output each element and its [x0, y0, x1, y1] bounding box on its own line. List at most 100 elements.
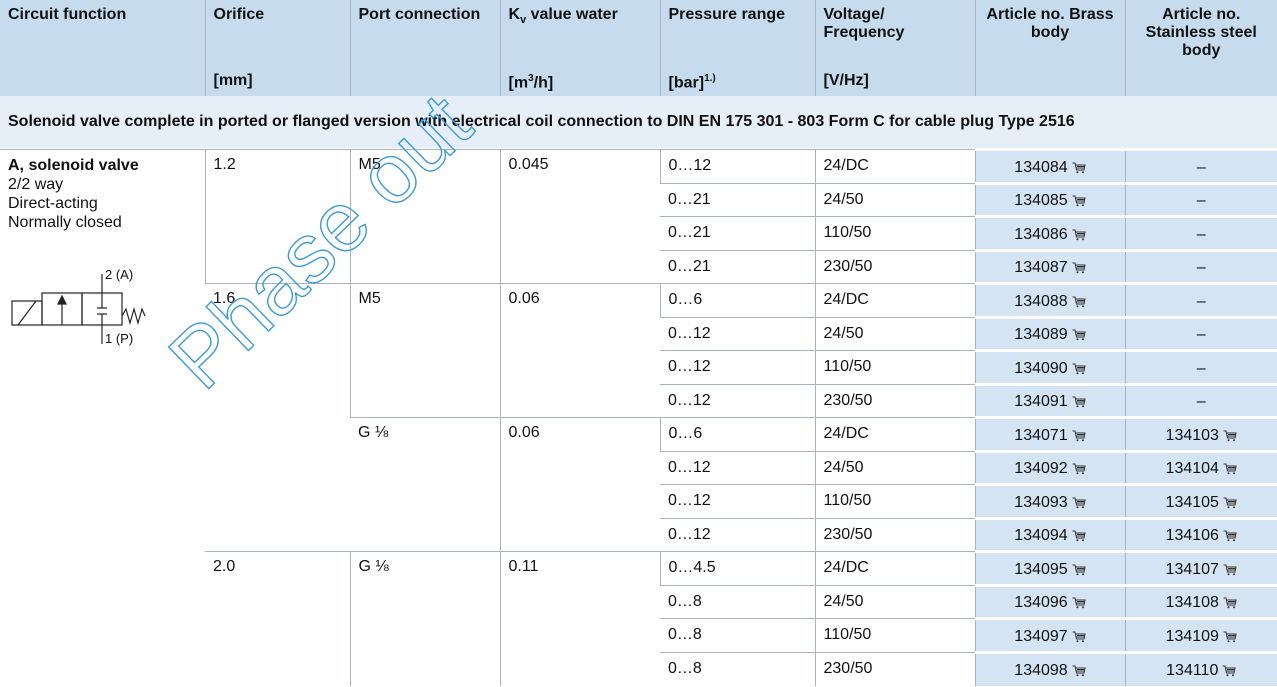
row: A, solenoid valve 2/2 way Direct-acting Nor… — [0, 148, 1277, 686]
article-no: 134090 — [1014, 359, 1068, 377]
port: M5 — [349, 149, 500, 284]
header-port: Port connection — [349, 0, 500, 66]
row: 0…21 110/50 134086 – — [0, 215, 1277, 250]
article-no: – — [1196, 259, 1206, 277]
article-stainless: 134106 — [1124, 516, 1277, 552]
pressure: 0…6 — [659, 417, 815, 451]
cart-icon[interactable] — [1223, 631, 1237, 643]
cart-icon[interactable] — [1072, 195, 1086, 207]
article-no: 134106 — [1165, 527, 1219, 545]
unit-kv-rest: /h] — [533, 74, 554, 92]
pressure: 0…8 — [660, 651, 815, 686]
cart-icon[interactable] — [1072, 229, 1086, 241]
article-stainless: 134108 — [1124, 583, 1277, 619]
cart-icon[interactable] — [1222, 665, 1236, 677]
pressure: 0…12 — [660, 383, 815, 418]
voltage: 24/50 — [814, 584, 975, 619]
article-brass: 134088 — [974, 282, 1125, 317]
row: 0…8 110/50 134097 134109 — [0, 617, 1277, 652]
cart-icon[interactable] — [1072, 463, 1086, 475]
cart-icon[interactable] — [1072, 530, 1086, 542]
cart-icon[interactable] — [1072, 430, 1086, 442]
cart-icon[interactable] — [1223, 597, 1237, 609]
cart-icon[interactable] — [1072, 665, 1086, 677]
voltage: 24/50 — [814, 450, 975, 485]
article-no: – — [1196, 359, 1206, 377]
article-no: – — [1196, 292, 1206, 310]
article-no: 134105 — [1165, 493, 1219, 511]
voltage: 24/DC — [814, 551, 975, 585]
port: G ⅛ — [349, 551, 500, 686]
voltage: 110/50 — [814, 618, 975, 652]
article-no: 134108 — [1165, 594, 1219, 612]
unit-p-sup: 1.) — [704, 72, 716, 84]
article-stainless: – — [1124, 349, 1277, 384]
pressure: 0…12 — [660, 517, 815, 552]
article-no: 134087 — [1014, 259, 1068, 277]
row: 0…12 24/50 134092 134104 — [0, 449, 1277, 485]
article-brass: 134090 — [974, 349, 1125, 384]
article-no: 134092 — [1014, 460, 1068, 478]
cart-icon[interactable] — [1072, 363, 1086, 375]
cart-icon[interactable] — [1223, 497, 1237, 509]
article-no: – — [1196, 225, 1206, 243]
cart-icon[interactable] — [1223, 463, 1237, 475]
article-no: 134110 — [1166, 662, 1219, 679]
article-brass: 134097 — [974, 617, 1125, 652]
pressure: 0…21 — [660, 249, 815, 284]
table-body: Solenoid valve complete in ported or fla… — [0, 96, 1277, 686]
article-stainless: 134103 — [1124, 416, 1277, 451]
article-no: 134086 — [1014, 225, 1068, 243]
voltage: 230/50 — [814, 517, 975, 552]
article-stainless: – — [1124, 148, 1277, 183]
article-stainless: – — [1124, 315, 1277, 351]
article-stainless: – — [1124, 181, 1277, 217]
header-stainless: Article no. Stainless steel body — [1124, 0, 1277, 96]
row: 0…12 230/50 134091 – — [0, 382, 1277, 418]
cart-icon[interactable] — [1223, 564, 1237, 576]
header-circuit: Circuit function — [0, 0, 205, 66]
cart-icon[interactable] — [1072, 296, 1086, 308]
circuit-line: Normally closed — [8, 214, 122, 231]
cart-icon[interactable] — [1072, 597, 1086, 609]
kv-value: 0.11 — [499, 551, 660, 686]
cart-icon[interactable] — [1072, 631, 1086, 643]
header-kv: Kv value water — [499, 0, 660, 66]
unit-kv-main: [m — [508, 74, 529, 92]
article-brass: 134093 — [974, 483, 1125, 518]
cart-icon[interactable] — [1072, 329, 1086, 341]
port-p-label: 1 (P) — [105, 331, 134, 346]
article-brass: 134084 — [974, 148, 1125, 183]
cart-icon[interactable] — [1072, 497, 1086, 509]
article-stainless: 134110 — [1124, 650, 1277, 686]
article-brass: 134086 — [974, 215, 1125, 250]
voltage: 24/50 — [814, 316, 975, 351]
port-a-label: 2 (A) — [105, 267, 134, 282]
pressure: 0…12 — [659, 149, 815, 183]
article-stainless: – — [1124, 282, 1277, 317]
voltage: 110/50 — [814, 216, 975, 250]
pressure: 0…21 — [660, 216, 815, 250]
kv-rest: value water — [526, 6, 618, 23]
cart-icon[interactable] — [1223, 430, 1237, 442]
cart-icon[interactable] — [1072, 162, 1086, 174]
cart-icon[interactable] — [1072, 262, 1086, 274]
article-brass: 134091 — [974, 382, 1125, 418]
kv-value: 0.06 — [499, 417, 660, 552]
row: 0…12 110/50 134093 134105 — [0, 483, 1277, 518]
cart-icon[interactable] — [1072, 396, 1086, 408]
row: 0…21 24/50 134085 – — [0, 181, 1277, 217]
unit-pressure: [bar]1.) — [659, 66, 815, 96]
cart-icon[interactable] — [1223, 530, 1237, 542]
article-brass: 134092 — [974, 449, 1125, 485]
article-brass: 134085 — [974, 181, 1125, 217]
article-no: 134097 — [1014, 627, 1068, 645]
voltage: 230/50 — [814, 651, 975, 686]
valve-symbol: 2 (A) 1 (P) — [8, 267, 198, 348]
article-brass: 134095 — [974, 550, 1125, 585]
cart-icon[interactable] — [1072, 564, 1086, 576]
port: G ⅛ — [350, 417, 500, 552]
article-no: 134104 — [1165, 460, 1219, 478]
orifice: 1.6 — [205, 283, 350, 552]
